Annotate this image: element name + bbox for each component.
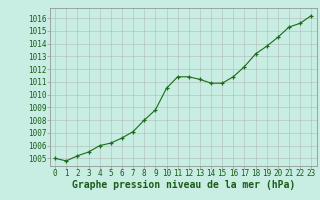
X-axis label: Graphe pression niveau de la mer (hPa): Graphe pression niveau de la mer (hPa) [72,180,295,190]
